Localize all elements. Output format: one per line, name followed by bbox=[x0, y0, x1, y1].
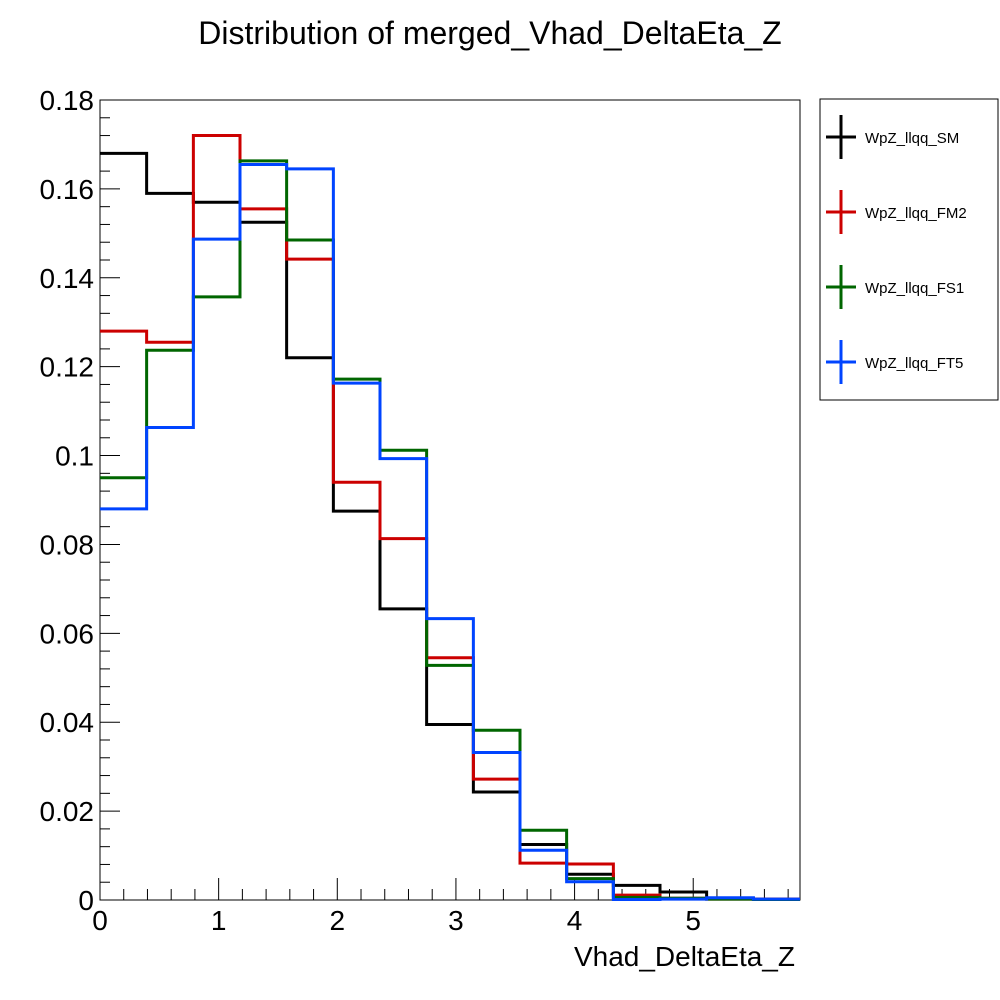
y-tick-label: 0.1 bbox=[55, 441, 94, 472]
axis-ticks bbox=[99, 99, 789, 901]
legend-entry: WpZ_llqq_FT5 bbox=[865, 355, 963, 372]
y-tick-label: 0.04 bbox=[40, 707, 95, 738]
x-tick-label: 1 bbox=[211, 905, 227, 936]
legend-box bbox=[819, 98, 999, 401]
chart-title: Distribution of merged_Vhad_DeltaEta_Z bbox=[198, 15, 781, 51]
y-tick-label: 0.16 bbox=[40, 174, 95, 205]
series-line-2 bbox=[100, 159, 800, 902]
series-layer bbox=[100, 134, 800, 902]
y-tick-label: 0.02 bbox=[40, 796, 95, 827]
legend: WpZ_llqq_SM WpZ_llqq_FM2 WpZ_llqq_FS1 WpZ_l… bbox=[819, 98, 999, 401]
y-tick-label: 0.18 bbox=[40, 85, 95, 116]
series-line-3 bbox=[100, 162, 800, 902]
y-tick-label: 0.12 bbox=[40, 352, 95, 383]
legend-entry: WpZ_llqq_FS1 bbox=[865, 280, 964, 297]
x-axis-label: Vhad_DeltaEta_Z bbox=[574, 941, 795, 972]
x-tick-label: 4 bbox=[567, 905, 583, 936]
series-line-0 bbox=[100, 151, 800, 901]
x-tick-label: 3 bbox=[448, 905, 464, 936]
plot-frame bbox=[99, 99, 801, 901]
y-tick-label: 0 bbox=[78, 885, 94, 916]
tick-labels: 0 0.02 0.04 0.06 0.08 0.1 0.12 0.14 0.16 0.18 0 1 2 3… bbox=[40, 85, 702, 936]
y-tick-label: 0.08 bbox=[40, 529, 95, 560]
legend-entry: WpZ_llqq_FM2 bbox=[865, 205, 967, 222]
legend-entry: WpZ_llqq_SM bbox=[865, 130, 959, 147]
series-line-1 bbox=[100, 134, 800, 901]
x-tick-label: 5 bbox=[685, 905, 701, 936]
x-tick-label: 0 bbox=[92, 905, 108, 936]
x-tick-label: 2 bbox=[329, 905, 345, 936]
y-tick-label: 0.14 bbox=[40, 263, 95, 294]
y-tick-label: 0.06 bbox=[40, 618, 95, 649]
